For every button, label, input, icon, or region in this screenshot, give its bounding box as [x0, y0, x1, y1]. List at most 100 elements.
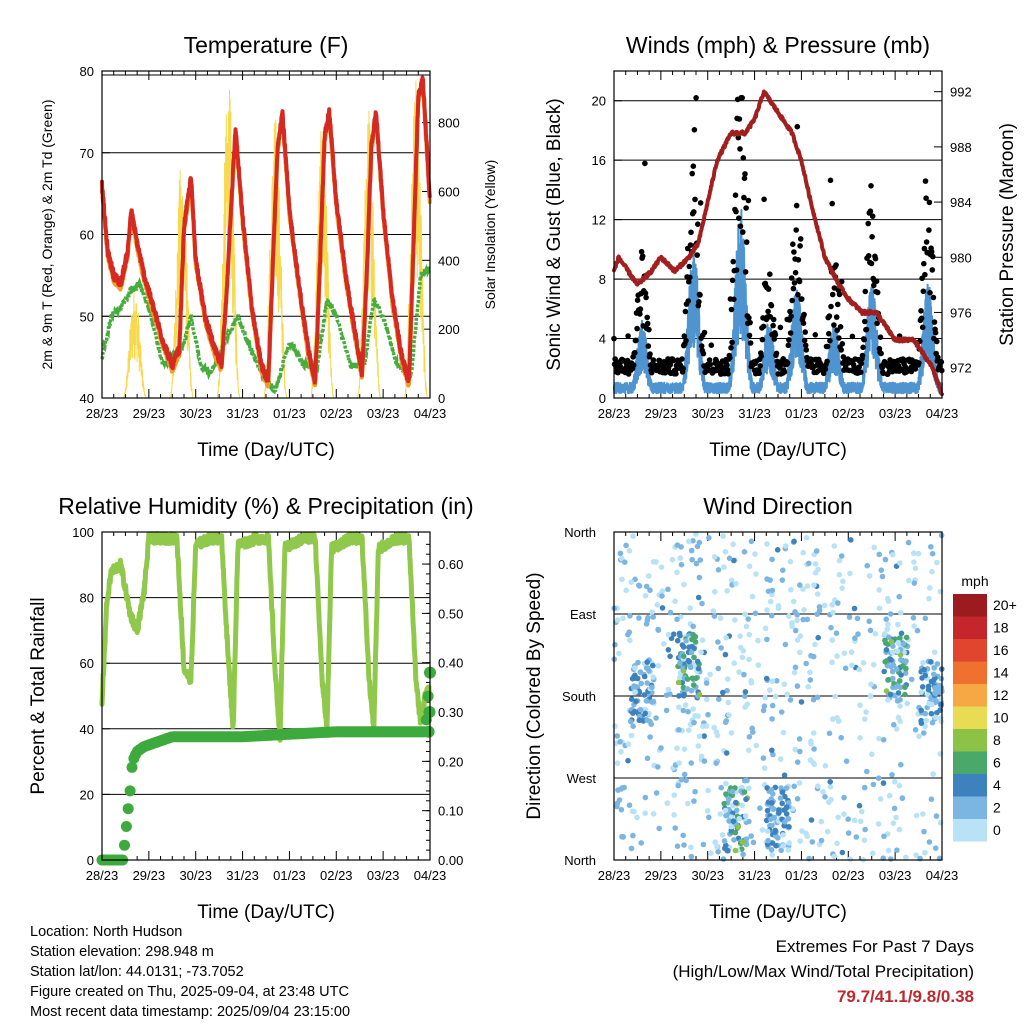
direction-point — [729, 788, 736, 795]
temperature-9m-series — [100, 81, 432, 389]
direction-point — [768, 816, 774, 822]
gust-point — [790, 241, 796, 247]
direction-point — [614, 803, 620, 810]
gust-point — [877, 334, 884, 341]
gust-point — [918, 308, 924, 314]
direction-point — [718, 784, 724, 791]
precip-point — [422, 690, 434, 702]
direction-point — [732, 617, 738, 623]
direction-point — [713, 729, 720, 735]
gust-point — [938, 359, 945, 365]
direction-point — [794, 637, 801, 643]
direction-point — [870, 781, 877, 788]
direction-point — [871, 544, 877, 551]
temperature-panel: Temperature (F) Time (Day/UTC) 28/23 29/23 3… — [39, 32, 498, 461]
direction-point — [831, 853, 838, 860]
gust-point — [637, 306, 644, 312]
colorbar-swatch — [953, 639, 987, 662]
direction-point — [814, 591, 821, 597]
direction-point — [815, 634, 821, 641]
direction-point — [792, 664, 799, 671]
direction-point — [829, 637, 835, 643]
direction-point — [696, 691, 703, 698]
direction-point — [902, 691, 908, 698]
precip-point — [126, 761, 138, 773]
direction-point — [653, 715, 659, 721]
direction-point — [681, 746, 688, 752]
direction-point — [676, 760, 682, 766]
direction-point — [824, 828, 831, 835]
direction-point — [926, 595, 932, 602]
gust-point — [768, 302, 775, 309]
direction-point — [741, 671, 747, 678]
direction-point — [681, 691, 687, 698]
direction-point — [721, 838, 728, 844]
gust-point — [680, 365, 686, 372]
direction-point — [720, 689, 726, 696]
direction-point — [812, 561, 819, 567]
colorbar-swatch — [953, 819, 987, 842]
temperature-xtick-label: 30/23 — [179, 406, 212, 421]
direction-point — [799, 828, 805, 834]
direction-point — [866, 618, 872, 625]
direction-point — [655, 663, 662, 669]
direction-point — [745, 616, 751, 622]
gust-point — [860, 344, 866, 351]
direction-point — [797, 633, 804, 639]
direction-point — [669, 556, 676, 563]
direction-point — [627, 718, 634, 725]
direction-point — [835, 814, 841, 821]
direction-point — [650, 811, 657, 817]
gust-point — [826, 330, 832, 337]
direction-point — [928, 701, 935, 708]
humidity-xtick-label: 02/23 — [320, 868, 353, 883]
direction-point — [767, 687, 773, 693]
direction-point — [630, 723, 636, 729]
gust-point — [730, 258, 736, 265]
gust-point — [646, 326, 652, 333]
temperature-ylabel: 2m & 9m T (Red, Orange) & 2m Td (Green) — [39, 100, 55, 370]
gust-point — [740, 155, 747, 161]
direction-point — [835, 600, 841, 606]
direction-point — [786, 824, 792, 830]
direction-point — [614, 760, 621, 766]
direction-point — [888, 657, 894, 663]
direction-point — [864, 562, 870, 569]
colorbar-title: mph — [961, 573, 988, 589]
gust-point — [921, 245, 928, 252]
gust-point — [803, 347, 810, 353]
humidity-border — [101, 531, 431, 861]
direction-point — [764, 607, 770, 613]
direction-point — [619, 576, 625, 583]
direction-point — [798, 699, 805, 705]
direction-point — [896, 593, 902, 600]
gust-point — [706, 357, 713, 363]
gust-point — [747, 340, 754, 346]
direction-point — [623, 587, 629, 594]
colorbar-label: 16 — [993, 642, 1009, 658]
gust-point — [930, 253, 936, 260]
direction-point — [851, 817, 858, 824]
direction-point — [913, 812, 920, 819]
direction-point — [691, 798, 697, 804]
gust-point — [793, 227, 799, 233]
direction-point — [726, 712, 732, 718]
direction-point — [634, 814, 640, 821]
direction-point — [693, 560, 700, 567]
direction-point — [667, 609, 674, 616]
direction-point — [888, 638, 895, 645]
direction-point — [650, 662, 656, 669]
gust-point — [650, 357, 657, 363]
direction-xtick-label: 04/23 — [926, 868, 959, 883]
direction-point — [804, 616, 810, 623]
gust-point — [697, 200, 704, 206]
colorbar-swatch — [953, 706, 987, 729]
direction-point — [921, 828, 927, 835]
direction-point — [929, 719, 936, 726]
direction-point — [814, 694, 821, 701]
direction-point — [845, 830, 852, 836]
direction-point — [864, 768, 870, 775]
gust-point — [928, 249, 935, 255]
gust-point — [765, 308, 771, 315]
gust-point — [900, 356, 906, 362]
